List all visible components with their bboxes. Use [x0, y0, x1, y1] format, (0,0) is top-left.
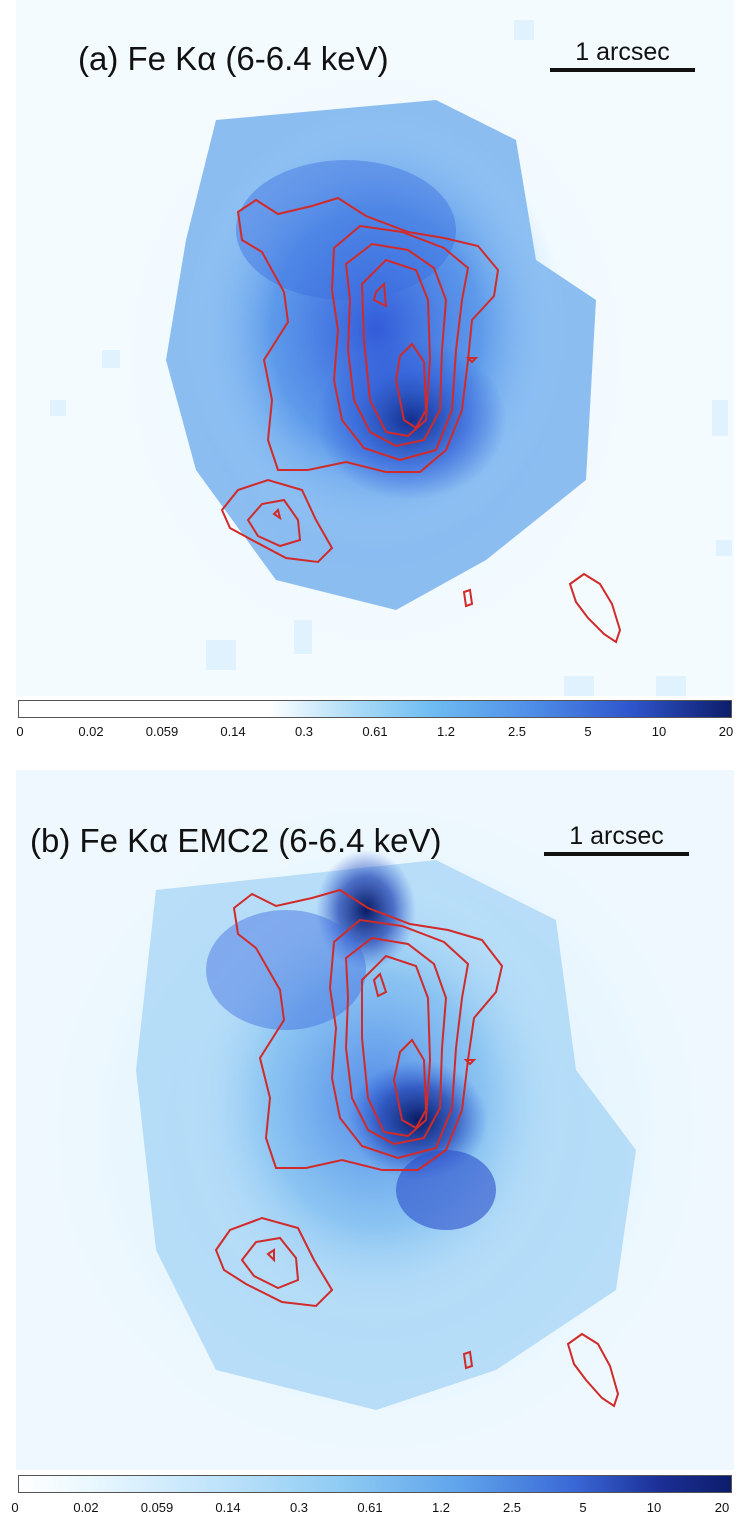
- panel-b-title: (b) Fe Kα EMC2 (6-6.4 keV): [30, 822, 442, 859]
- panel-a-tick: 0: [16, 724, 24, 739]
- fe-ka-image-map: [16, 0, 734, 696]
- panel-a-scalebar-line: [550, 68, 695, 72]
- panel-b-tick: 5: [579, 1500, 587, 1515]
- panel-b-tick: 0.3: [289, 1500, 309, 1515]
- panel-b-scalebar-label: 1 arcsec: [569, 822, 664, 850]
- panel-b-scalebar-line: [544, 852, 689, 856]
- panel-b-fe-ka-emc2: (b) Fe Kα EMC2 (6-6.4 keV) 1 arcsec 0 0.…: [0, 770, 740, 1524]
- panel-a-tick: 0.14: [220, 724, 246, 739]
- panel-b-scalebar: 1 arcsec: [544, 822, 689, 856]
- panel-a-scalebar-label: 1 arcsec: [575, 38, 670, 66]
- panel-a-colorbar: [18, 700, 732, 718]
- panel-b-tick: 0.059: [140, 1500, 174, 1515]
- panel-b-colorbar-ticks: 0 0.02 0.059 0.14 0.3 0.61 1.2 2.5 5 10 …: [0, 1500, 740, 1518]
- panel-b-tick: 0.02: [73, 1500, 99, 1515]
- panel-a-tick: 5: [584, 724, 592, 739]
- panel-a-title: (a) Fe Kα (6-6.4 keV): [78, 40, 389, 77]
- fe-ka-emc2-image-map: [16, 770, 734, 1470]
- panel-b-tick: 1.2: [431, 1500, 451, 1515]
- panel-b-tick: 0.61: [357, 1500, 383, 1515]
- panel-a-tick: 2.5: [507, 724, 527, 739]
- panel-b-tick: 10: [646, 1500, 662, 1515]
- panel-a-colorbar-ticks: 0 0.02 0.059 0.14 0.3 0.61 1.2 2.5 5 10 …: [0, 724, 740, 742]
- panel-b-tick: 20: [714, 1500, 730, 1515]
- panel-a-fe-ka: (a) Fe Kα (6-6.4 keV) 1 arcsec 0 0.02 0.…: [0, 0, 740, 752]
- panel-a-tick: 0.61: [362, 724, 388, 739]
- panel-a-tick: 1.2: [436, 724, 456, 739]
- panel-a-scalebar: 1 arcsec: [550, 38, 695, 72]
- panel-a-tick: 0.3: [294, 724, 314, 739]
- panel-a-tick: 10: [651, 724, 667, 739]
- panel-a-tick: 0.02: [78, 724, 104, 739]
- panel-b-tick: 0: [11, 1500, 19, 1515]
- panel-b-tick: 0.14: [215, 1500, 241, 1515]
- panel-a-tick: 20: [718, 724, 734, 739]
- panel-a-tick: 0.059: [145, 724, 179, 739]
- panel-b-tick: 2.5: [502, 1500, 522, 1515]
- panel-b-colorbar: [18, 1475, 732, 1493]
